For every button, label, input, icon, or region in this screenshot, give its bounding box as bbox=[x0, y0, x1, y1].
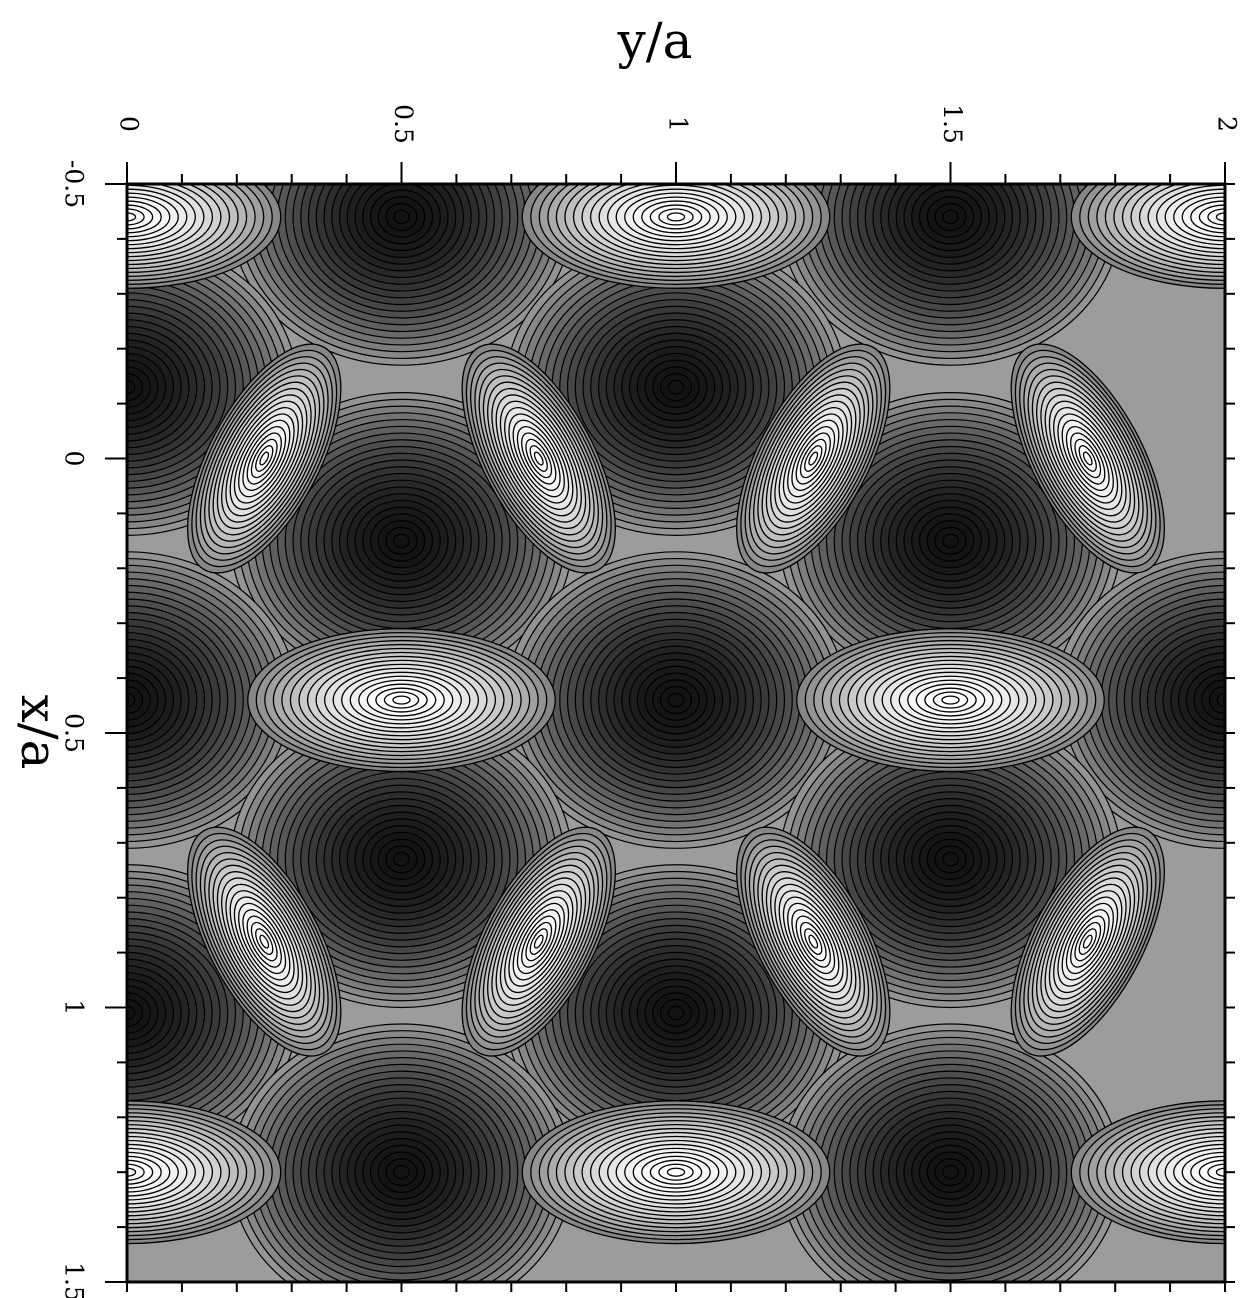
minimum-well bbox=[127, 238, 299, 536]
horizontal-maximum bbox=[1070, 184, 1225, 289]
tilted-maximum bbox=[736, 826, 891, 1057]
contour-ring bbox=[393, 1164, 410, 1180]
contour-ring bbox=[259, 451, 270, 466]
contour-ring bbox=[393, 851, 410, 867]
contour-ring bbox=[667, 379, 685, 395]
tilted-maximum bbox=[1010, 826, 1165, 1057]
contour-ring bbox=[808, 451, 819, 466]
contour-ring bbox=[533, 451, 544, 466]
horizontal-maximum bbox=[796, 628, 1105, 773]
contour-ring bbox=[1082, 451, 1093, 466]
contour-ring bbox=[259, 934, 270, 949]
tilted-maximum bbox=[187, 826, 342, 1057]
minimum-well bbox=[127, 551, 299, 849]
contour-ring bbox=[942, 533, 959, 549]
contour-ring bbox=[942, 1164, 959, 1180]
y-tick-label: 0 bbox=[115, 116, 144, 132]
contour-ring bbox=[667, 692, 685, 708]
y-tick-label: 2 bbox=[1213, 116, 1242, 132]
contour-ring bbox=[942, 209, 959, 225]
x-tick-label: 1.5 bbox=[60, 1262, 89, 1298]
contour-ring bbox=[666, 1167, 686, 1177]
contour-ring bbox=[808, 934, 819, 949]
y-tick-label: 1 bbox=[664, 116, 693, 132]
x-tick-label: 0.5 bbox=[60, 713, 89, 753]
y-tick-label: 0.5 bbox=[389, 104, 418, 144]
horizontal-maximum bbox=[247, 628, 556, 773]
horizontal-maximum bbox=[127, 1100, 282, 1245]
minimum-well bbox=[779, 710, 1122, 1009]
tilted-maximum bbox=[187, 343, 342, 574]
minimum-well bbox=[230, 1023, 573, 1282]
horizontal-maximum bbox=[521, 184, 831, 289]
contour-ring bbox=[127, 1167, 137, 1177]
horizontal-maximum bbox=[127, 184, 282, 289]
minimum-well bbox=[1053, 551, 1225, 849]
y-tick-label: 1.5 bbox=[938, 104, 967, 144]
minimum-well bbox=[230, 184, 573, 366]
minimum-well bbox=[779, 1023, 1122, 1282]
horizontal-maximum bbox=[1070, 1100, 1225, 1245]
minimum-well bbox=[504, 238, 848, 536]
minimum-well bbox=[230, 392, 573, 690]
tilted-maximum bbox=[461, 826, 616, 1057]
tilted-maximum bbox=[1010, 343, 1165, 574]
x-tick-label: 0 bbox=[60, 451, 89, 467]
contour-ring bbox=[942, 851, 959, 867]
contour-ring bbox=[392, 695, 411, 705]
contour-ring bbox=[1082, 934, 1093, 949]
contour-ring bbox=[393, 209, 410, 225]
tilted-maximum bbox=[461, 343, 616, 574]
horizontal-maximum bbox=[521, 1100, 831, 1245]
contour-ring bbox=[666, 212, 686, 222]
contour-ring bbox=[533, 934, 544, 949]
x-axis-title: x/a bbox=[10, 695, 68, 770]
y-axis-title: y/a bbox=[617, 12, 693, 70]
x-tick-label: 1 bbox=[60, 1000, 89, 1016]
x-tick-label: -0.5 bbox=[60, 160, 89, 208]
minimum-well bbox=[779, 184, 1122, 366]
minimum-well bbox=[504, 864, 848, 1162]
plot-area bbox=[125, 182, 1227, 1284]
contour-ring bbox=[941, 695, 960, 705]
minimum-well bbox=[230, 710, 573, 1009]
contour-ring bbox=[127, 212, 137, 222]
contour-ring bbox=[393, 533, 410, 549]
contour-ring bbox=[667, 1005, 685, 1021]
tilted-maximum bbox=[736, 343, 891, 574]
